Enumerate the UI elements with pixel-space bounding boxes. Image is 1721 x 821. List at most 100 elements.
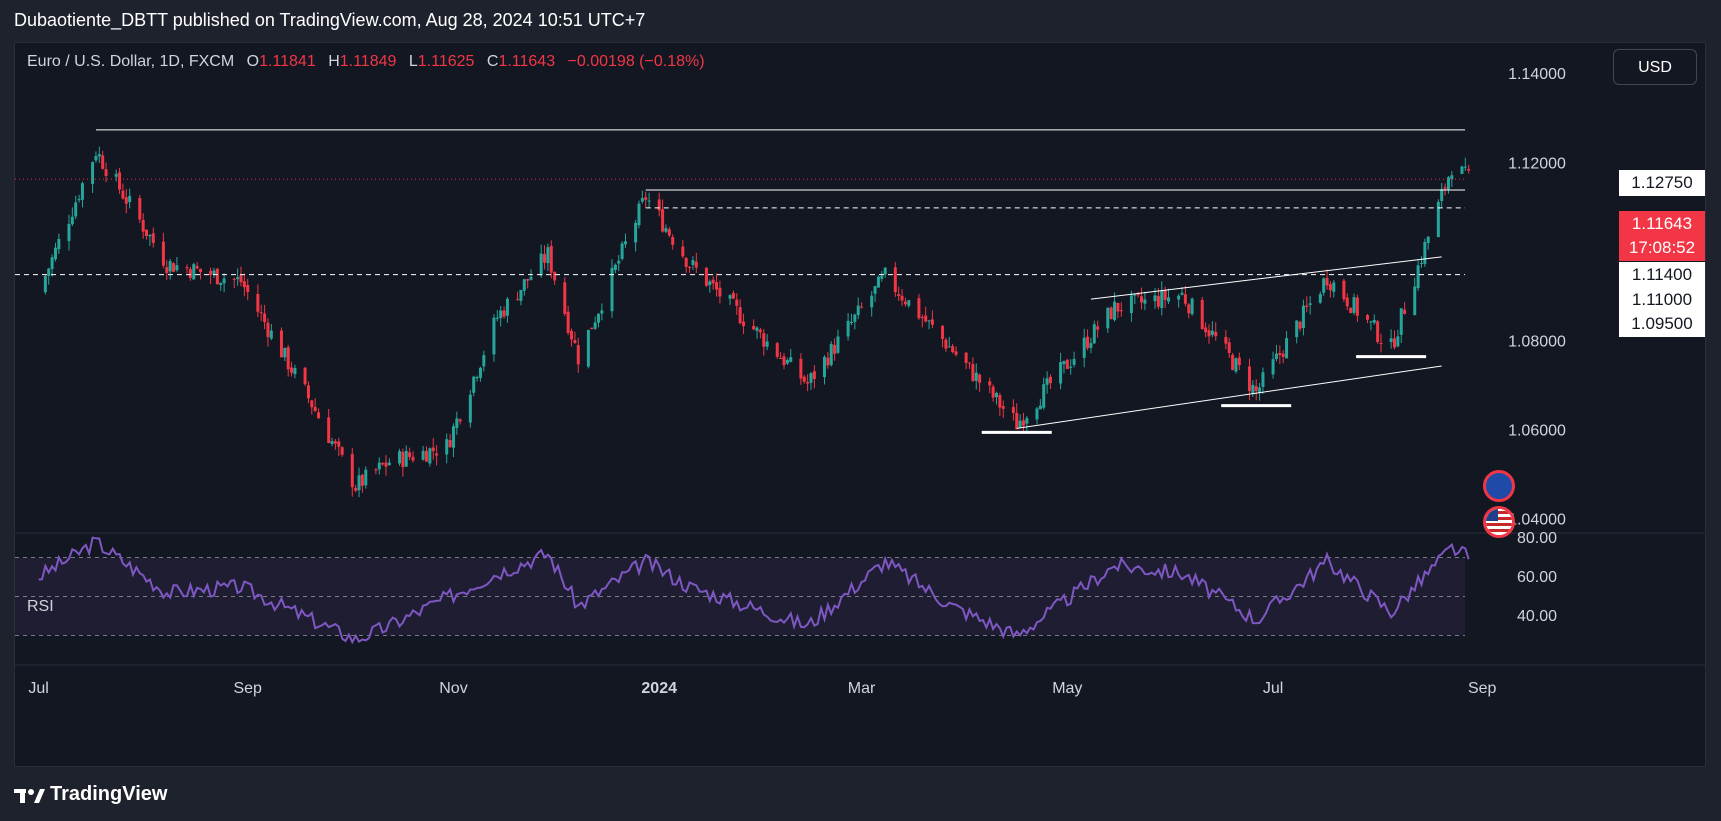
- candle-body: [80, 183, 84, 200]
- candle-body: [785, 359, 789, 364]
- candle-body: [138, 198, 142, 220]
- candle-body: [148, 234, 152, 237]
- candle-body: [590, 327, 594, 330]
- candle-body: [266, 322, 270, 337]
- candle-body: [387, 462, 391, 466]
- candle-body: [1214, 331, 1218, 337]
- chart-panel[interactable]: 1.14000 1.12000 1.08000 1.06000 1.04000 80.00…: [14, 42, 1706, 767]
- publisher-header: Dubaotiente_DBTT published on TradingVie…: [0, 0, 1721, 40]
- candle-body: [640, 198, 644, 202]
- candle-body: [1247, 366, 1251, 392]
- publisher-line: Dubaotiente_DBTT published on TradingVie…: [14, 10, 646, 30]
- candle-body: [495, 317, 499, 319]
- candle-body: [1001, 406, 1005, 409]
- rsi-tick-label: 80.00: [1517, 530, 1557, 547]
- candle-body: [742, 321, 746, 327]
- candle-body: [455, 418, 459, 428]
- candle-body: [799, 358, 803, 379]
- candle-body: [74, 202, 78, 217]
- eu-flag-icon[interactable]: [1483, 470, 1515, 502]
- candle-body: [691, 260, 695, 265]
- candle-body: [1106, 307, 1110, 329]
- time-axis-label: Mar: [848, 680, 876, 697]
- candle-body: [998, 395, 1002, 408]
- candle-body: [492, 317, 496, 355]
- candle-body: [1460, 166, 1464, 174]
- tradingview-brand[interactable]: TradingView: [50, 783, 168, 805]
- candle-body: [644, 197, 648, 200]
- candle-body: [566, 311, 570, 333]
- candle-body: [1234, 358, 1238, 372]
- time-axis-label: Sep: [233, 680, 262, 697]
- candle-body: [1038, 405, 1042, 410]
- candle-body: [570, 330, 574, 340]
- price-tick-label: 1.12000: [1508, 155, 1566, 172]
- candle-body: [431, 447, 435, 452]
- candle-body: [411, 456, 415, 461]
- candle-body: [1254, 386, 1258, 392]
- candle-body: [1389, 338, 1393, 342]
- candle-body: [219, 282, 223, 285]
- candle-body: [67, 223, 71, 242]
- price-tick-label: 1.06000: [1508, 423, 1566, 440]
- candle-body: [549, 245, 553, 273]
- candle-body: [978, 374, 982, 383]
- currency-button[interactable]: USD: [1613, 49, 1697, 85]
- candle-body: [1413, 286, 1417, 316]
- candle-body: [1187, 304, 1191, 314]
- tradingview-logo-icon[interactable]: [14, 786, 46, 806]
- rsi-line: [38, 536, 1470, 645]
- candle-body: [623, 241, 627, 245]
- candle-body: [1426, 236, 1430, 243]
- candle-body: [118, 172, 122, 190]
- candle-body: [1116, 302, 1120, 312]
- candle-body: [546, 247, 550, 264]
- candle-body: [435, 453, 439, 456]
- candle-body: [381, 463, 385, 465]
- candle-body: [647, 200, 651, 202]
- candle-body: [215, 268, 219, 285]
- candle-body: [114, 173, 118, 177]
- candle-body: [478, 367, 482, 378]
- candle-body: [53, 247, 57, 260]
- candle-body: [428, 448, 432, 464]
- candle-body: [1467, 168, 1471, 171]
- candle-body: [458, 419, 462, 422]
- candle-body: [1200, 299, 1204, 330]
- candle-body: [1113, 301, 1117, 321]
- candle-body: [573, 339, 577, 343]
- candle-body: [1180, 292, 1184, 295]
- candle-body: [1440, 189, 1444, 201]
- candle-body: [1366, 314, 1370, 320]
- candle-body: [57, 239, 61, 250]
- candle-body: [664, 228, 668, 232]
- symbol-description[interactable]: Euro / U.S. Dollar, 1D, FXCM: [27, 53, 235, 70]
- rsi-label[interactable]: RSI: [27, 598, 54, 615]
- candle-body: [954, 351, 958, 355]
- candle-body: [1376, 321, 1380, 343]
- us-flag-icon[interactable]: [1483, 506, 1515, 538]
- candle-body: [822, 356, 826, 378]
- candle-body: [1082, 337, 1086, 358]
- candle-body: [880, 275, 884, 279]
- candle-body: [1261, 372, 1265, 387]
- candle-body: [327, 417, 331, 443]
- candle-body: [1190, 298, 1194, 315]
- price-chart[interactable]: 1.14000 1.12000 1.08000 1.06000 1.0400080.00…: [15, 43, 1705, 766]
- candle-body: [354, 487, 358, 491]
- candle-body: [1204, 327, 1208, 333]
- candle-body: [1274, 353, 1278, 360]
- candle-body: [1207, 330, 1211, 337]
- candle-body: [1163, 290, 1167, 300]
- low-label: L: [408, 53, 418, 70]
- candle-body: [944, 339, 948, 349]
- time-axis-label: Sep: [1468, 680, 1497, 697]
- candle-body: [684, 257, 688, 267]
- candle-body: [1328, 284, 1332, 291]
- candle-body: [1160, 290, 1164, 309]
- open-label: O: [246, 53, 260, 70]
- candle-body: [681, 246, 685, 257]
- candle-body: [199, 268, 203, 273]
- candle-body: [893, 267, 897, 293]
- candle-body: [853, 314, 857, 322]
